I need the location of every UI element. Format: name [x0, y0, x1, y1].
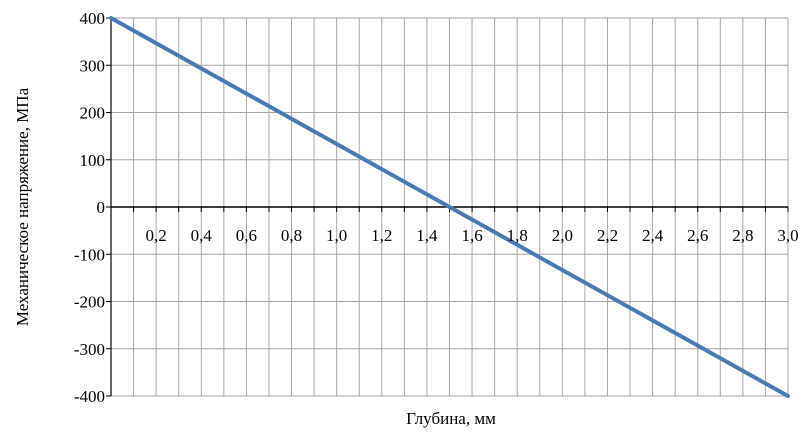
y-tick-label: 400 [80, 9, 106, 28]
y-tick-labels: 400 300 200 100 0 -100 -200 -300 -400 [74, 9, 105, 406]
y-tick-label: -100 [74, 245, 105, 264]
x-tick-label: 2,6 [687, 226, 708, 245]
x-tick-label: 1,0 [326, 226, 347, 245]
y-axis-title: Механическое напряжение, МПа [13, 87, 32, 326]
x-tick-label: 0,4 [191, 226, 213, 245]
x-tick-label: 0,8 [281, 226, 302, 245]
y-tick-label: -200 [74, 293, 105, 312]
x-tick-label: 2,8 [732, 226, 753, 245]
x-tick-label: 0,6 [236, 226, 257, 245]
x-tick-label: 3,0 [777, 226, 798, 245]
y-tick-label: 0 [97, 198, 106, 217]
x-tick-labels: 0,2 0,4 0,6 0,8 1,0 1,2 1,4 1,6 1,8 2,0 2,2 2,4 2,6 2… [146, 226, 799, 245]
x-axis-title: Глубина, мм [406, 409, 496, 428]
x-tick-label: 1,8 [507, 226, 528, 245]
chart-series [109, 16, 790, 398]
x-tick-label: 2,0 [552, 226, 573, 245]
x-tick-label: 2,2 [597, 226, 618, 245]
x-tick-label: 1,2 [371, 226, 392, 245]
x-tick-label: 1,6 [461, 226, 482, 245]
y-tick-label: 200 [80, 104, 106, 123]
x-tick-label: 2,4 [642, 226, 664, 245]
y-tick-label: 100 [80, 151, 106, 170]
y-tick-label: -300 [74, 340, 105, 359]
y-tick-label: 300 [80, 56, 106, 75]
y-tick-label: -400 [74, 387, 105, 406]
stress-line [109, 16, 790, 398]
x-tick-label: 0,2 [146, 226, 167, 245]
x-tick-label: 1,4 [416, 226, 438, 245]
